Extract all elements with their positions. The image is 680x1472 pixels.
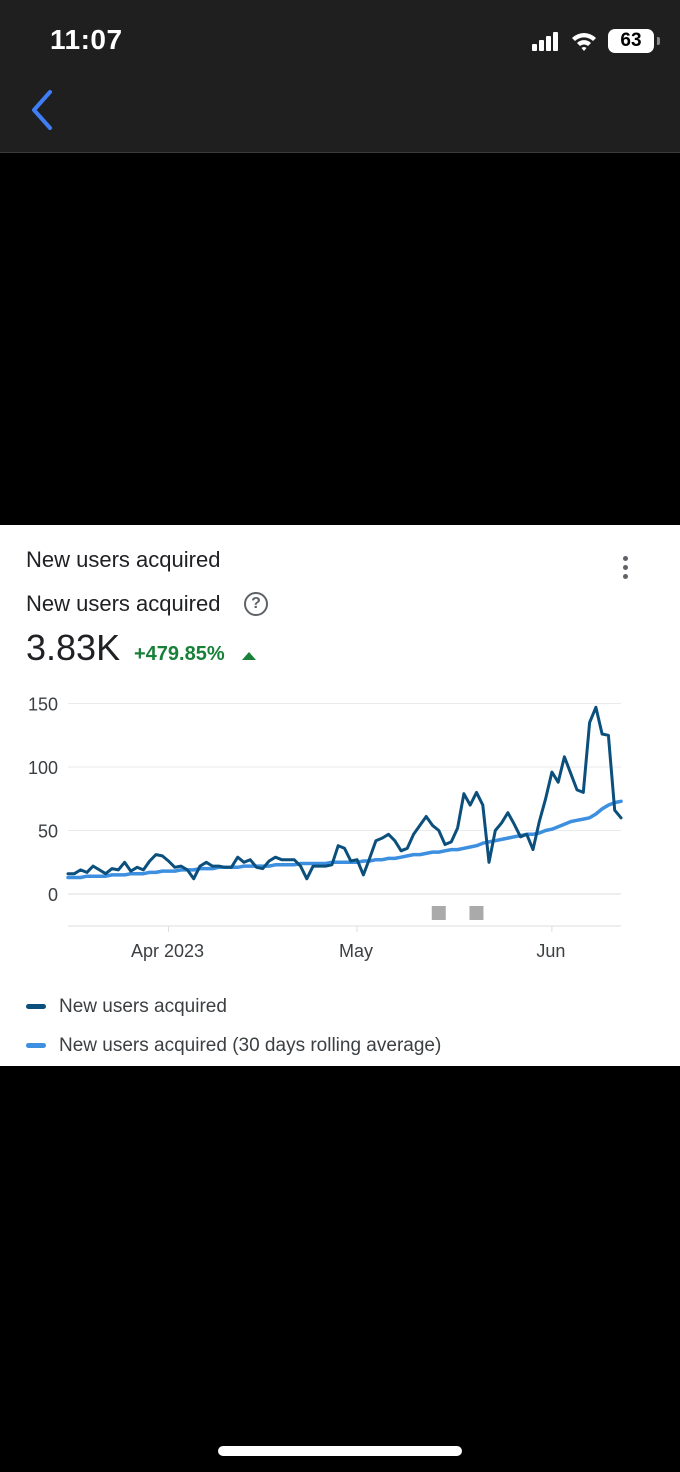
- legend-item: New users acquired: [26, 987, 441, 1026]
- more-vert-icon: [622, 555, 628, 561]
- arrow-up-icon: [242, 652, 256, 660]
- metric-change: +479.85%: [134, 643, 225, 665]
- x-tick-label: Apr 2023: [131, 941, 204, 961]
- y-tick-label: 0: [48, 885, 58, 905]
- status-time: 11:07: [50, 24, 123, 55]
- legend-label: New users acquired: [59, 995, 227, 1017]
- back-button[interactable]: [22, 86, 62, 134]
- y-tick-label: 50: [38, 822, 58, 842]
- home-indicator: [218, 1446, 462, 1456]
- wifi-icon: [572, 33, 596, 51]
- legend-swatch: [26, 1004, 46, 1009]
- legend-label: New users acquired (30 days rolling aver…: [59, 1034, 442, 1056]
- battery-icon: 63: [608, 29, 660, 53]
- help-icon[interactable]: ?: [244, 592, 268, 616]
- line-chart: 150 100 50 0 Apr 2023 May Jun: [28, 695, 623, 961]
- status-bar: 11:07 63: [0, 0, 680, 80]
- annotation-marker: [469, 906, 484, 920]
- legend-item: New users acquired (30 days rolling aver…: [26, 1026, 441, 1065]
- annotation-marker: [431, 906, 446, 920]
- y-tick-label: 100: [28, 758, 58, 778]
- x-tick-label: May: [339, 941, 373, 961]
- series-line-rolling-average: [66, 799, 623, 880]
- chevron-left-icon: [32, 90, 52, 130]
- nav-bar: [0, 80, 680, 153]
- card-title: New users acquired: [26, 547, 221, 572]
- chart-legend: New users acquired New users acquired (3…: [26, 987, 441, 1065]
- series-line-new-users: [66, 705, 623, 881]
- y-tick-label: 150: [28, 695, 58, 715]
- more-options-button[interactable]: [612, 549, 638, 585]
- x-tick-label: Jun: [536, 941, 565, 961]
- metric-value: 3.83K: [26, 627, 121, 668]
- metric-card: New users acquired New users acquired ? …: [0, 525, 680, 1066]
- signal-icon: [532, 32, 558, 51]
- metric-label: New users acquired: [26, 591, 221, 616]
- legend-swatch: [26, 1043, 46, 1048]
- status-icons: 63: [532, 28, 660, 54]
